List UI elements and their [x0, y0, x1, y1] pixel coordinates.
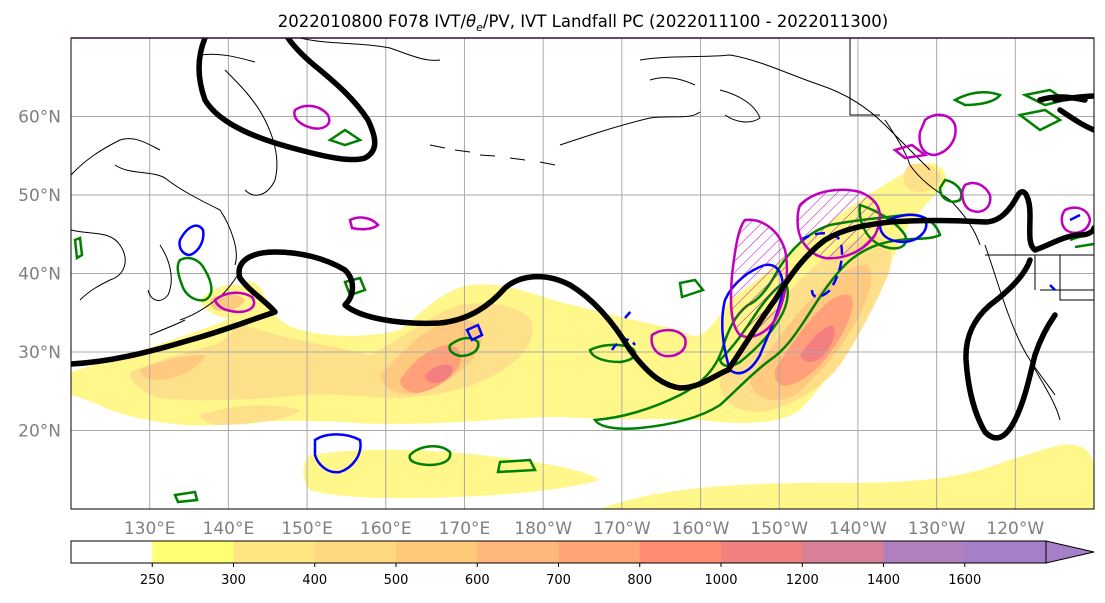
lon-tick-label: 140°E: [203, 519, 255, 539]
colorbar-swatch: [396, 541, 478, 563]
theta-e-contour-13: [173, 276, 367, 504]
landfall-contour-2: [796, 188, 882, 260]
landfall-contour-5: [1060, 206, 1092, 234]
pv-contour-4: [313, 433, 362, 474]
lat-tick-label: 50°N: [18, 186, 61, 206]
theta-e-contour-12: [938, 178, 963, 203]
lon-tick-label: 170°E: [439, 519, 491, 539]
lon-tick-label: 120°W: [986, 519, 1044, 539]
colorbar-swatches: [71, 541, 1047, 563]
colorbar: 250 300 400 500 600 700 800 1000 1200 1400 1600: [70, 540, 1095, 588]
lat-tick-label: 20°N: [18, 422, 61, 442]
ivt-line-north: [196, 38, 378, 163]
coast-alaska: [559, 54, 931, 171]
colorbar-level-label: 700: [546, 573, 571, 588]
lon-tick-label: 170°W: [593, 519, 651, 539]
map-gridlines: [71, 38, 1094, 509]
lon-tick-label: 150°W: [750, 519, 808, 539]
coast-aleutians: [429, 144, 556, 166]
ivt-shade-250-se: [600, 444, 1094, 509]
lon-tick-label: 160°E: [360, 519, 412, 539]
map-panel: [70, 37, 1095, 510]
latitude-labels: 20°N 30°N 40°N 50°N 60°N: [18, 108, 61, 442]
ivt-shade-800: [425, 364, 453, 384]
lon-tick-label: 130°W: [908, 519, 966, 539]
lon-tick-label: 160°W: [672, 519, 730, 539]
colorbar-level-label: 500: [384, 573, 409, 588]
colorbar-swatch: [314, 541, 397, 563]
colorbar-swatch: [802, 541, 884, 563]
colorbar-level-label: 400: [302, 573, 327, 588]
lat-tick-label: 30°N: [18, 343, 61, 363]
colorbar-labels: 250 300 400 500 600 700 800 1000 1200 1400 1600: [140, 563, 981, 588]
figure-title: 2022010800 F078 IVT/θe/PV, IVT Landfall …: [278, 12, 888, 34]
theta-e-contour-4: [176, 256, 213, 302]
landfall-contour-6: [650, 328, 687, 358]
ivt-line-ne: [1037, 93, 1094, 133]
colorbar-swatch: [233, 541, 316, 563]
colorbar-level-label: 1000: [704, 573, 737, 588]
us-states: [1034, 255, 1094, 301]
pv-contour-5: [178, 224, 205, 257]
landfall-contour-9: [348, 216, 380, 231]
lat-tick-label: 40°N: [18, 265, 61, 285]
lat-tick-label: 60°N: [18, 108, 61, 128]
coast-siberia: [199, 38, 441, 63]
colorbar-swatch: [883, 541, 966, 563]
landfall-contour-7: [213, 291, 256, 314]
coast-kamchatka: [224, 69, 278, 196]
colorbar-extend-arrow: [1045, 540, 1095, 564]
colorbar-swatch: [639, 541, 722, 563]
theta-e-contour-7: [408, 445, 452, 467]
ivt-shade-800-ar: [800, 325, 835, 363]
ivt-threshold-line: [71, 38, 1094, 441]
landfall-contour-4: [961, 181, 992, 213]
theta-e-contour-6: [448, 336, 480, 358]
theta-e-contour-10: [327, 128, 363, 147]
pv-contour-8: [1049, 213, 1081, 291]
pv-contour-7: [465, 323, 484, 342]
ivt-shade-400-w: [140, 355, 205, 380]
colorbar-swatch: [558, 541, 641, 563]
border-alaska: [849, 38, 880, 116]
colorbar-level-label: 800: [627, 573, 652, 588]
coast-korea: [147, 244, 172, 301]
lon-tick-label: 140°W: [829, 519, 887, 539]
longitude-labels: 130°E 140°E 150°E 160°E 170°E 180°W 170°W 160°W…: [124, 519, 1045, 539]
ivt-shade-600: [400, 345, 462, 393]
colorbar-level-label: 300: [221, 573, 246, 588]
theta-e-contour-9: [678, 278, 706, 299]
ivt-line-main: [71, 189, 1094, 391]
colorbar-swatch: [964, 541, 1047, 563]
colorbar-swatch: [477, 541, 559, 563]
ivt-line-east: [963, 257, 1058, 441]
lon-tick-label: 150°E: [281, 519, 333, 539]
colorbar-level-label: 1200: [786, 573, 819, 588]
pv-contour-3: [878, 213, 928, 244]
landfall-contours: [213, 104, 1092, 358]
colorbar-swatch: [152, 541, 234, 563]
ivt-shade-250-south: [303, 449, 600, 499]
theta-e-contour-8: [496, 458, 537, 474]
landfall-contour-3: [892, 113, 957, 160]
ivt-shade-300-ne: [903, 163, 941, 193]
colorbar-level-label: 600: [465, 573, 490, 588]
colorbar-swatch: [71, 541, 153, 563]
landfall-contour-8: [293, 104, 331, 130]
colorbar-level-label: 1400: [867, 573, 900, 588]
lon-tick-label: 180°W: [514, 519, 572, 539]
lon-tick-label: 130°E: [124, 519, 176, 539]
coast-asia: [71, 138, 237, 301]
colorbar-swatch: [721, 541, 803, 563]
ivt-shade-300-sw: [200, 405, 300, 425]
colorbar-level-label: 250: [140, 573, 165, 588]
landfall-contour-1: [729, 218, 789, 339]
colorbar-level-label: 1600: [948, 573, 981, 588]
coastlines: [71, 38, 1094, 421]
